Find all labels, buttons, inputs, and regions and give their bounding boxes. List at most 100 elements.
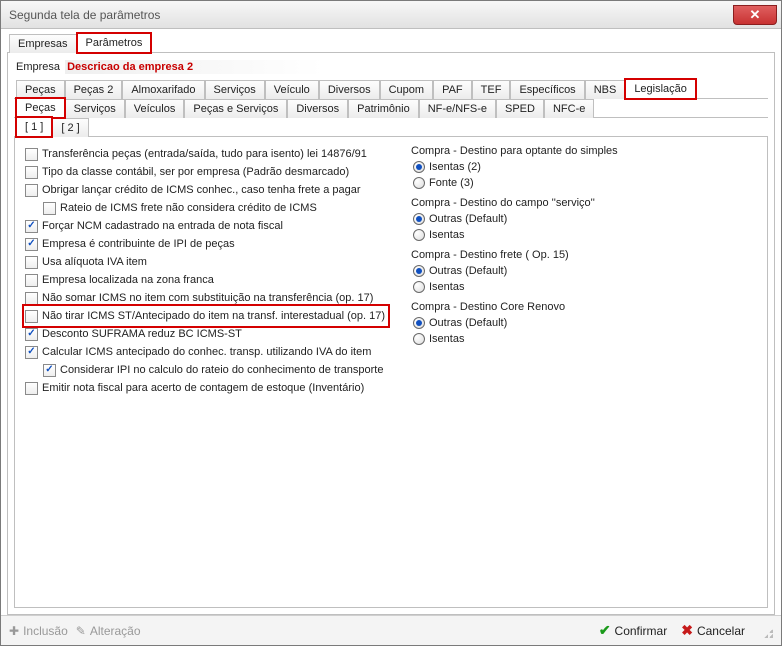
checkbox-5[interactable]: [25, 238, 38, 251]
radio-1-0[interactable]: Outras (Default): [413, 211, 618, 227]
checkbox-label-8: Não somar ICMS no item com substituição …: [42, 292, 373, 304]
checkbox-line-12[interactable]: Considerar IPI no calculo do rateio do c…: [43, 361, 387, 379]
tabs-level4: [ 1 ][ 2 ]: [14, 117, 768, 137]
checkbox-13[interactable]: [25, 382, 38, 395]
l2-tab-5[interactable]: Diversos: [319, 80, 380, 99]
l2-tab-10[interactable]: NBS: [585, 80, 626, 99]
checkbox-1[interactable]: [25, 166, 38, 179]
checkbox-8[interactable]: [25, 292, 38, 305]
l2-tab-6[interactable]: Cupom: [380, 80, 433, 99]
radio-group-2: Compra - Destino frete ( Op. 15) Outras (…: [411, 249, 618, 295]
l2-tab-3[interactable]: Serviços: [205, 80, 265, 99]
radio-dot-0-1[interactable]: [413, 177, 425, 189]
confirmar-button[interactable]: ✔ Confirmar: [599, 622, 667, 639]
checkbox-6[interactable]: [25, 256, 38, 269]
l4-tab-1[interactable]: [ 2 ]: [52, 118, 88, 137]
l2-tab-0[interactable]: Peças: [16, 80, 65, 99]
l2-tab-8[interactable]: TEF: [472, 80, 511, 99]
checkbox-label-3: Rateio de ICMS frete não considera crédi…: [60, 202, 317, 214]
l2-tab-2[interactable]: Almoxarifado: [122, 80, 204, 99]
checkbox-label-11: Calcular ICMS antecipado do conhec. tran…: [42, 346, 371, 358]
checkbox-label-9: Não tirar ICMS ST/Antecipado do item na …: [42, 310, 385, 322]
checkbox-line-11[interactable]: Calcular ICMS antecipado do conhec. tran…: [25, 343, 387, 361]
checkbox-12[interactable]: [43, 364, 56, 377]
checkbox-label-10: Desconto SUFRAMA reduz BC ICMS-ST: [42, 328, 242, 340]
radio-label-0-1: Fonte (3): [429, 177, 474, 189]
l1-tab-1[interactable]: Parâmetros: [77, 33, 152, 53]
radio-dot-2-1[interactable]: [413, 281, 425, 293]
empresa-value: Descricao da empresa 2: [65, 60, 323, 74]
footer: ✚ Inclusão ✎ Alteração ✔ Confirmar ✖ Can…: [1, 615, 781, 645]
checkbox-line-0[interactable]: Transferência peças (entrada/saída, tudo…: [25, 145, 387, 163]
radio-0-0[interactable]: Isentas (2): [413, 159, 618, 175]
l3-tab-1[interactable]: Serviços: [65, 99, 125, 118]
footer-right: ✔ Confirmar ✖ Cancelar: [599, 622, 773, 639]
l3-tab-7[interactable]: SPED: [496, 99, 544, 118]
checkbox-line-8[interactable]: Não somar ICMS no item com substituição …: [25, 289, 387, 307]
radio-3-0[interactable]: Outras (Default): [413, 315, 618, 331]
l3-tab-2[interactable]: Veículos: [125, 99, 185, 118]
checkbox-0[interactable]: [25, 148, 38, 161]
radio-label-0-0: Isentas (2): [429, 161, 481, 173]
radio-label-2-0: Outras (Default): [429, 265, 507, 277]
radio-group-title-2: Compra - Destino frete ( Op. 15): [411, 249, 618, 261]
checkbox-line-4[interactable]: Forçar NCM cadastrado na entrada de nota…: [25, 217, 387, 235]
l3-tab-8[interactable]: NFC-e: [544, 99, 594, 118]
checkbox-line-13[interactable]: Emitir nota fiscal para acerto de contag…: [25, 379, 387, 397]
resize-grip[interactable]: [759, 624, 773, 638]
l2-tab-4[interactable]: Veículo: [265, 80, 319, 99]
l3-tab-4[interactable]: Diversos: [287, 99, 348, 118]
checkbox-line-5[interactable]: Empresa é contribuinte de IPI de peças: [25, 235, 387, 253]
radio-3-1[interactable]: Isentas: [413, 331, 618, 347]
checkbox-label-12: Considerar IPI no calculo do rateio do c…: [60, 364, 383, 376]
l2-tab-1[interactable]: Peças 2: [65, 80, 123, 99]
checkbox-2[interactable]: [25, 184, 38, 197]
radio-label-2-1: Isentas: [429, 281, 464, 293]
close-button[interactable]: ✕: [733, 5, 777, 25]
radio-dot-2-0[interactable]: [413, 265, 425, 277]
radio-dot-1-1[interactable]: [413, 229, 425, 241]
radio-0-1[interactable]: Fonte (3): [413, 175, 618, 191]
radio-dot-3-0[interactable]: [413, 317, 425, 329]
checkbox-7[interactable]: [25, 274, 38, 287]
inner-panel: Transferência peças (entrada/saída, tudo…: [14, 137, 768, 608]
checkbox-line-10[interactable]: Desconto SUFRAMA reduz BC ICMS-ST: [25, 325, 387, 343]
l2-tab-9[interactable]: Específicos: [510, 80, 584, 99]
checkbox-label-7: Empresa localizada na zona franca: [42, 274, 214, 286]
checkbox-line-6[interactable]: Usa alíquota IVA item: [25, 253, 387, 271]
l3-tab-0[interactable]: Peças: [16, 98, 65, 118]
l3-tab-6[interactable]: NF-e/NFS-e: [419, 99, 496, 118]
radio-dot-3-1[interactable]: [413, 333, 425, 345]
cancelar-button[interactable]: ✖ Cancelar: [681, 622, 745, 639]
alteracao-button[interactable]: ✎ Alteração: [76, 624, 141, 638]
checkbox-label-5: Empresa é contribuinte de IPI de peças: [42, 238, 235, 250]
l2-tab-11[interactable]: Legislação: [625, 79, 696, 99]
checkbox-9[interactable]: [25, 310, 38, 323]
radio-2-1[interactable]: Isentas: [413, 279, 618, 295]
checkbox-3[interactable]: [43, 202, 56, 215]
radio-dot-0-0[interactable]: [413, 161, 425, 173]
checkbox-10[interactable]: [25, 328, 38, 341]
checkbox-line-1[interactable]: Tipo da classe contábil, ser por empresa…: [25, 163, 387, 181]
footer-left: ✚ Inclusão ✎ Alteração: [9, 624, 141, 638]
radio-2-0[interactable]: Outras (Default): [413, 263, 618, 279]
radio-1-1[interactable]: Isentas: [413, 227, 618, 243]
checkbox-line-7[interactable]: Empresa localizada na zona franca: [25, 271, 387, 289]
radio-label-3-0: Outras (Default): [429, 317, 507, 329]
l3-tab-3[interactable]: Peças e Serviços: [184, 99, 287, 118]
checkbox-line-9[interactable]: Não tirar ICMS ST/Antecipado do item na …: [25, 307, 387, 325]
checkbox-11[interactable]: [25, 346, 38, 359]
l4-tab-0[interactable]: [ 1 ]: [16, 117, 52, 137]
checkbox-line-2[interactable]: Obrigar lançar crédito de ICMS conhec., …: [25, 181, 387, 199]
checkbox-label-4: Forçar NCM cadastrado na entrada de nota…: [42, 220, 283, 232]
inclusao-button[interactable]: ✚ Inclusão: [9, 624, 68, 638]
l2-tab-7[interactable]: PAF: [433, 80, 472, 99]
empresa-line: Empresa Descricao da empresa 2: [14, 57, 768, 79]
checkbox-label-0: Transferência peças (entrada/saída, tudo…: [42, 148, 367, 160]
l1-tab-0[interactable]: Empresas: [9, 34, 77, 53]
inclusao-icon: ✚: [9, 624, 19, 638]
checkbox-4[interactable]: [25, 220, 38, 233]
l3-tab-5[interactable]: Patrimônio: [348, 99, 419, 118]
radio-dot-1-0[interactable]: [413, 213, 425, 225]
checkbox-line-3[interactable]: Rateio de ICMS frete não considera crédi…: [43, 199, 387, 217]
